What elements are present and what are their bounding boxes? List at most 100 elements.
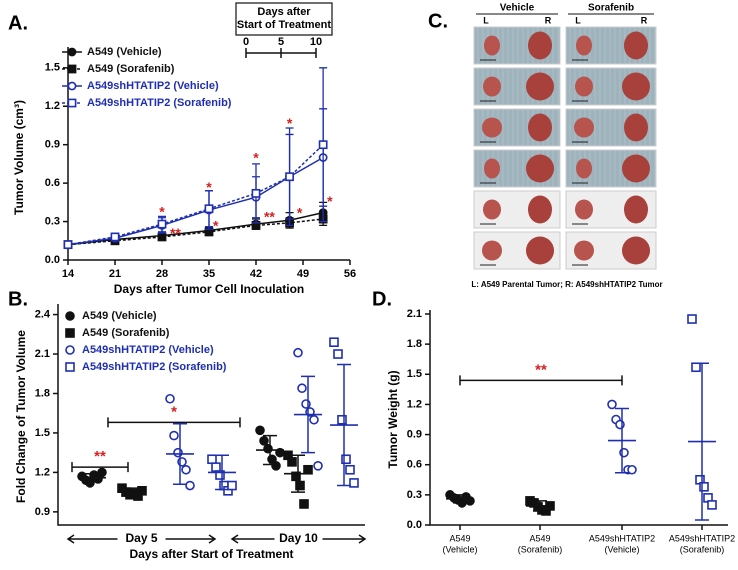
sd-bar — [533, 500, 547, 512]
marker-square — [707, 500, 717, 510]
marker-circle — [313, 461, 323, 471]
significance: * — [253, 149, 259, 165]
legend-label: A549 (Sorafenib) — [87, 63, 175, 75]
sd-bar — [125, 487, 139, 497]
marker-square — [691, 362, 701, 373]
sd-bar — [173, 422, 187, 485]
significance: * — [297, 205, 303, 221]
y-axis-label: Fold Change of Tumor Volume — [14, 330, 28, 503]
tumor-left — [483, 76, 501, 97]
marker-circle — [185, 480, 195, 491]
marker-square — [287, 457, 297, 467]
marker-circle — [97, 467, 107, 478]
tumor-right — [528, 31, 552, 60]
marker-circle — [173, 447, 183, 458]
legend-label: A549 (Vehicle) — [87, 46, 162, 58]
y-tick-label: 1.2 — [45, 100, 60, 112]
bracket — [459, 375, 623, 386]
x-axis-label: Days after Tumor Cell Inoculation — [114, 282, 304, 296]
y-tick-label: 1.8 — [35, 387, 50, 399]
tumor-right — [622, 154, 650, 183]
y-tick-label: 1.5 — [45, 62, 60, 74]
marker-square — [687, 314, 697, 324]
tumor-left — [484, 158, 500, 179]
marker-circle — [271, 461, 281, 471]
tumor-left — [574, 117, 594, 138]
x-tick-label: (Vehicle) — [442, 544, 477, 554]
marker-circle — [259, 436, 269, 446]
y-tick-label: 1.5 — [35, 427, 50, 439]
marker-circle — [181, 464, 191, 475]
inset-tick-label: 0 — [243, 36, 249, 48]
x-tick-label: 42 — [250, 268, 262, 280]
column-title: Vehicle — [500, 3, 535, 14]
legend-label: A549shHTATIP2 (Vehicle) — [82, 344, 214, 356]
x-tick-label: A549 — [449, 533, 470, 543]
x-tick-label: 49 — [297, 268, 309, 280]
y-tick-label: 0.6 — [45, 177, 60, 189]
y-tick-label: 1.2 — [35, 466, 50, 478]
marker-square — [291, 471, 301, 482]
y-tick-label: 2.4 — [35, 308, 51, 320]
marker-square — [251, 188, 261, 198]
y-tick-label: 0.9 — [45, 139, 60, 151]
marker-square — [699, 482, 709, 492]
side-label: R — [545, 15, 552, 25]
y-tick-label: 0.0 — [45, 254, 60, 266]
sd-bar — [85, 472, 99, 483]
marker-circle — [65, 311, 75, 321]
photo-caption: L: A549 Parental Tumor; R: A549shHTATIP2… — [471, 280, 662, 289]
marker-square — [157, 232, 167, 242]
significance: ** — [264, 208, 275, 224]
marker-circle — [169, 430, 179, 441]
series-line — [67, 144, 324, 246]
bracket — [107, 417, 241, 428]
y-axis-label: Tumor Volume (cm³) — [12, 100, 26, 215]
marker-square — [63, 240, 73, 250]
panel-label: C. — [428, 10, 448, 32]
sd-bar — [215, 454, 229, 491]
marker-circle — [263, 443, 273, 454]
tumor-left — [576, 158, 592, 179]
tumor-right — [622, 72, 650, 101]
legend-label: A549shHTATIP2 (Vehicle) — [87, 80, 219, 92]
marker-square — [337, 414, 347, 425]
marker-square — [329, 337, 339, 347]
marker-circle — [67, 81, 77, 91]
tumor-right — [528, 195, 552, 224]
tumor-right — [624, 31, 648, 60]
tumor-left — [484, 35, 500, 56]
y-tick-label: 0.3 — [407, 489, 422, 501]
marker-square — [67, 98, 77, 108]
y-tick-label: 0.9 — [35, 506, 50, 518]
marker-square — [215, 470, 225, 480]
side-label: R — [641, 15, 648, 25]
marker-square — [110, 232, 120, 242]
marker-square — [345, 464, 355, 475]
column-title: Sorafenib — [588, 3, 634, 14]
x-tick-label: 28 — [156, 268, 168, 280]
significance: * — [327, 193, 333, 209]
marker-square — [67, 64, 77, 74]
tumor-left — [575, 76, 593, 97]
y-axis-label: Tumor Weight (g) — [386, 370, 400, 468]
significance: ** — [170, 225, 181, 241]
marker-circle — [165, 393, 175, 404]
marker-square — [204, 204, 214, 214]
group-label: Day 10 — [279, 531, 318, 545]
marker-circle — [607, 399, 617, 410]
marker-circle — [65, 345, 75, 355]
x-tick-label: A549shHTATIP2 — [669, 533, 735, 543]
tumor-right — [526, 154, 554, 183]
tumor-right — [622, 236, 650, 265]
inset-box — [235, 2, 333, 36]
sd-bar — [263, 434, 277, 466]
sd-bar — [337, 363, 351, 487]
marker-circle — [627, 464, 637, 475]
significance: * — [171, 403, 177, 420]
marker-circle — [301, 399, 311, 409]
side-label: L — [483, 15, 489, 25]
tumor-right — [528, 113, 552, 142]
tumor-left — [574, 240, 594, 261]
marker-square — [285, 172, 294, 182]
